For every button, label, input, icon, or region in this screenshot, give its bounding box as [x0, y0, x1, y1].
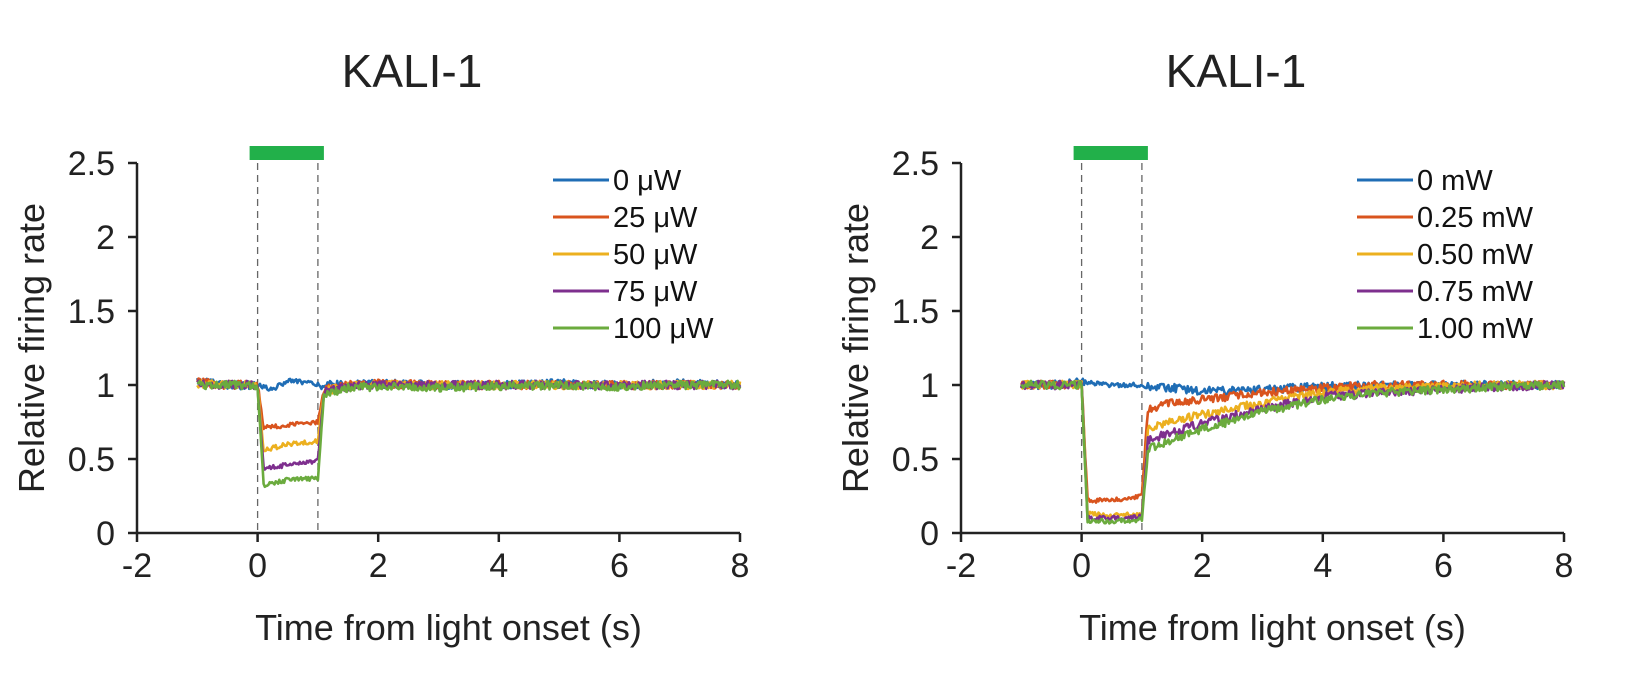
y-tick-label: 0.5 — [68, 441, 115, 479]
series-line-4 — [196, 379, 742, 471]
y-tick-label: 1 — [920, 367, 939, 405]
x-tick-label: 4 — [489, 547, 508, 585]
y-tick-label: 0 — [920, 515, 939, 553]
y-tick-label: 1 — [96, 367, 115, 405]
y-axis-label: Relative firing rate — [835, 203, 876, 493]
y-tick-label: 2 — [96, 219, 115, 257]
y-tick-label: 0 — [96, 515, 115, 553]
legend-label: 0 mW — [1417, 165, 1493, 197]
legend-label: 75 μW — [613, 276, 698, 308]
light-stimulus-bar — [1073, 146, 1148, 160]
chart-title: KALI-1 — [1165, 45, 1307, 97]
x-tick-label: 2 — [369, 547, 388, 585]
legend-label: 100 μW — [613, 313, 714, 345]
x-tick-label: -2 — [122, 547, 152, 585]
y-tick-label: 0.5 — [892, 441, 939, 479]
x-tick-label: 0 — [248, 547, 267, 585]
series-line-3 — [196, 378, 742, 453]
x-tick-label: -2 — [946, 547, 976, 585]
y-tick-label: 2.5 — [68, 145, 115, 183]
y-tick-label: 2.5 — [892, 145, 939, 183]
x-axis-label: Time from light onset (s) — [255, 607, 642, 648]
x-tick-label: 4 — [1313, 547, 1332, 585]
chart-panel-uw: KALI-1 -2 0 2 4 6 8 0 0.5 1 1.5 2 2.5 Time from ligh… — [11, 45, 750, 648]
y-tick-label: 2 — [920, 219, 939, 257]
legend-label: 25 μW — [613, 202, 698, 234]
y-axis-label: Relative firing rate — [11, 203, 52, 493]
y-tick-label: 1.5 — [892, 293, 939, 331]
legend-label: 50 μW — [613, 239, 698, 271]
series-line-5 — [1020, 379, 1566, 525]
y-tick-label: 1.5 — [68, 293, 115, 331]
x-tick-label: 0 — [1072, 547, 1091, 585]
x-tick-label: 6 — [610, 547, 629, 585]
light-stimulus-bar — [249, 146, 324, 160]
x-tick-label: 8 — [731, 547, 750, 585]
x-tick-label: 8 — [1555, 547, 1574, 585]
legend-label: 0.75 mW — [1417, 276, 1534, 308]
legend-label: 0 μW — [613, 165, 682, 197]
x-tick-label: 6 — [1434, 547, 1453, 585]
chart-title: KALI-1 — [341, 45, 483, 97]
series-line-5 — [196, 379, 742, 489]
x-axis-label: Time from light onset (s) — [1079, 607, 1466, 648]
legend-label: 0.25 mW — [1417, 202, 1534, 234]
chart-panel-mw: KALI-1 -2 0 2 4 6 8 0 0.5 1 1.5 2 2.5 Time from ligh… — [824, 0, 1648, 683]
legend-label: 1.00 mW — [1417, 313, 1534, 345]
x-tick-label: 2 — [1193, 547, 1212, 585]
legend-label: 0.50 mW — [1417, 239, 1534, 271]
